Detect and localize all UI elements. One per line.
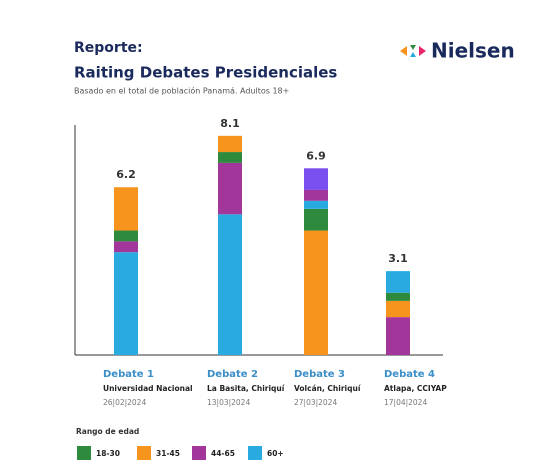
bar-segment xyxy=(304,189,328,201)
bar-segment xyxy=(114,241,138,253)
total-label: 6.2 xyxy=(116,168,136,181)
legend-label: 60+ xyxy=(267,449,284,458)
bar-segment xyxy=(218,135,242,153)
date-label: 26|02|2024 xyxy=(103,398,146,407)
bar-segment xyxy=(218,152,242,163)
date-label: 27|03|2024 xyxy=(294,398,337,407)
logo: Nielsen xyxy=(431,39,515,63)
bar-segment xyxy=(304,200,328,209)
total-label: 8.1 xyxy=(220,117,240,130)
legend-label: 44-65 xyxy=(211,449,235,458)
logo-icon xyxy=(400,45,426,57)
location-label: Atlapa, CCIYAP xyxy=(384,384,447,393)
bar-segment xyxy=(386,317,410,355)
bar-segment xyxy=(114,187,138,231)
bar-segment xyxy=(304,168,328,190)
chart-title: Raiting Debates Presidenciales xyxy=(74,64,337,82)
location-label: Volcán, Chiriquí xyxy=(294,384,361,393)
legend-swatch xyxy=(248,446,262,460)
chart-subtitle: Basado en el total de población Panamá. … xyxy=(74,86,289,96)
bar-segment xyxy=(114,230,138,242)
category-label: Debate 4 xyxy=(384,369,435,380)
category-label: Debate 1 xyxy=(103,369,154,380)
legend-swatch xyxy=(137,446,151,460)
category-label: Debate 3 xyxy=(294,369,345,380)
bar-segment xyxy=(304,230,328,355)
legend-label: 18-30 xyxy=(96,449,120,458)
date-label: 13|03|2024 xyxy=(207,398,250,407)
total-label: 3.1 xyxy=(388,252,408,265)
location-label: Universidad Nacional xyxy=(103,384,193,393)
report-label: Reporte: xyxy=(74,40,143,56)
total-label: 6.9 xyxy=(306,149,326,162)
date-label: 17|04|2024 xyxy=(384,398,427,407)
bar-segment xyxy=(386,300,410,318)
legend-label: 31-45 xyxy=(156,449,180,458)
bar-segment xyxy=(114,252,138,355)
bar-segment xyxy=(218,162,242,215)
bar-segment xyxy=(304,208,328,231)
bar-segment xyxy=(386,271,410,293)
category-label: Debate 2 xyxy=(207,369,258,380)
location-label: La Basita, Chiriquí xyxy=(207,384,285,393)
bar-segment xyxy=(218,214,242,355)
legend-title: Rango de edad xyxy=(76,427,139,436)
legend-swatch xyxy=(192,446,206,460)
legend-swatch xyxy=(77,446,91,460)
bar-segment xyxy=(386,292,410,301)
